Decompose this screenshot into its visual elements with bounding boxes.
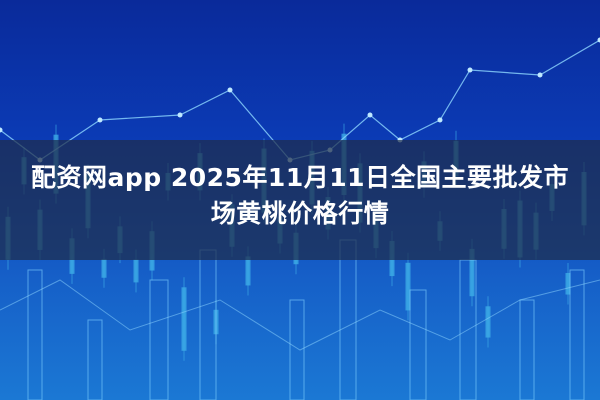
trend-point — [227, 87, 233, 93]
candle-body — [181, 287, 187, 351]
trend-point — [537, 72, 543, 78]
trend-point — [97, 117, 103, 123]
trend-point — [597, 37, 600, 43]
chart-bar-outline — [27, 269, 43, 400]
trend-point — [437, 117, 443, 123]
trend-point — [0, 127, 3, 133]
title-overlay-band — [0, 140, 600, 260]
chart-bar-outline — [149, 279, 169, 400]
chart-bar-outline — [409, 289, 427, 400]
chart-bar-outline — [339, 239, 357, 400]
candle-body — [405, 262, 411, 311]
chart-bar-outline — [519, 299, 535, 400]
trend-point — [367, 112, 373, 118]
article-title: 配资网app 2025年11月11日全国主要批发市场黄桃价格行情 — [30, 163, 570, 228]
candle-body — [469, 248, 475, 297]
chart-bar-outline — [289, 299, 305, 400]
chart-bar-outline — [569, 269, 585, 400]
candle-body — [565, 272, 571, 295]
candle-body — [485, 306, 491, 338]
candle-body — [133, 259, 139, 283]
trend-point — [177, 112, 183, 118]
candle-body — [101, 258, 107, 278]
trend-point — [467, 67, 473, 73]
chart-bar-outline — [87, 319, 103, 400]
chart-bar-outline — [459, 259, 477, 400]
candle-body — [245, 256, 251, 286]
trend-line-lower — [0, 279, 600, 351]
